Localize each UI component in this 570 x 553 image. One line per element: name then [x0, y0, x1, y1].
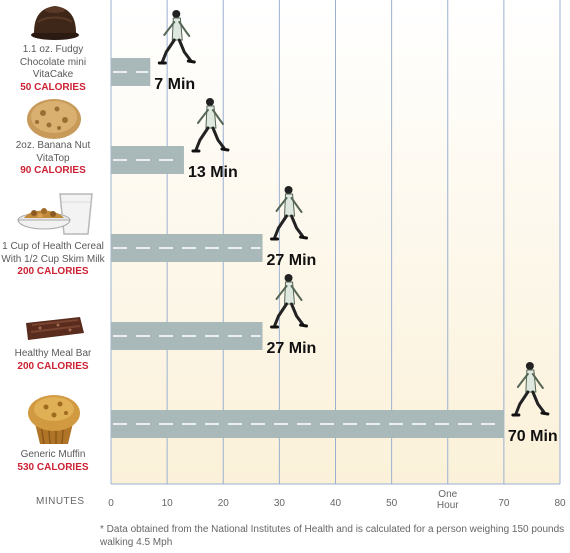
cereal-bowl-with-milk-icon — [17, 193, 93, 235]
category-label-4: Generic Muffin 530 CALORIES — [0, 449, 106, 474]
x-tick-label: One — [438, 489, 457, 500]
x-tick-label: 10 — [162, 498, 174, 509]
category-name: 1 Cup of Health Cereal With 1/2 Cup Skim… — [1, 241, 105, 265]
data-label: 13 Min — [188, 164, 238, 181]
category-name: Generic Muffin — [20, 449, 86, 460]
category-calories: 200 CALORIES — [17, 360, 89, 372]
x-tick-label: 0 — [108, 498, 114, 509]
muffin-icon — [28, 395, 80, 445]
category-calories: 200 CALORIES — [17, 266, 89, 277]
meal-bar-icon — [26, 317, 84, 340]
data-label: 7 Min — [154, 76, 195, 93]
bars — [111, 58, 504, 438]
category-label-0: 1.1 oz. Fudgy Chocolate mini VitaCake 50… — [0, 44, 106, 94]
data-label: 70 Min — [508, 428, 558, 445]
data-label: 27 Min — [267, 252, 317, 269]
x-tick-label: 40 — [330, 498, 342, 509]
footnote: * Data obtained from the National Instit… — [100, 524, 565, 548]
category-name: 2oz. Banana Nut VitaTop — [15, 140, 91, 164]
x-tick-label: 20 — [218, 498, 230, 509]
x-tick-label: 50 — [386, 498, 398, 509]
category-name: Healthy Meal Bar — [14, 348, 92, 359]
vitatop-muffin-top-icon — [27, 99, 81, 139]
x-tick-label: 70 — [498, 498, 510, 509]
x-tick-label: 30 — [274, 498, 286, 509]
category-label-3: Healthy Meal Bar 200 CALORIES — [0, 348, 106, 373]
category-label-2: 1 Cup of Health Cereal With 1/2 Cup Skim… — [0, 241, 106, 279]
category-calories: 50 CALORIES — [20, 81, 86, 93]
x-tick-label: 80 — [554, 498, 566, 509]
category-label-1: 2oz. Banana Nut VitaTop 90 CALORIES — [0, 140, 106, 178]
data-labels: 7 Min 13 Min 27 Min 27 Min 70 Min — [154, 76, 557, 445]
x-tick-label: Hour — [437, 500, 459, 511]
category-calories: 530 CALORIES — [17, 461, 89, 473]
chocolate-cake-icon — [31, 6, 79, 40]
category-name: 1.1 oz. Fudgy Chocolate mini VitaCake — [19, 44, 87, 80]
x-axis-label: MINUTES — [36, 496, 85, 507]
data-label: 27 Min — [267, 340, 317, 357]
category-calories: 90 CALORIES — [20, 165, 86, 176]
